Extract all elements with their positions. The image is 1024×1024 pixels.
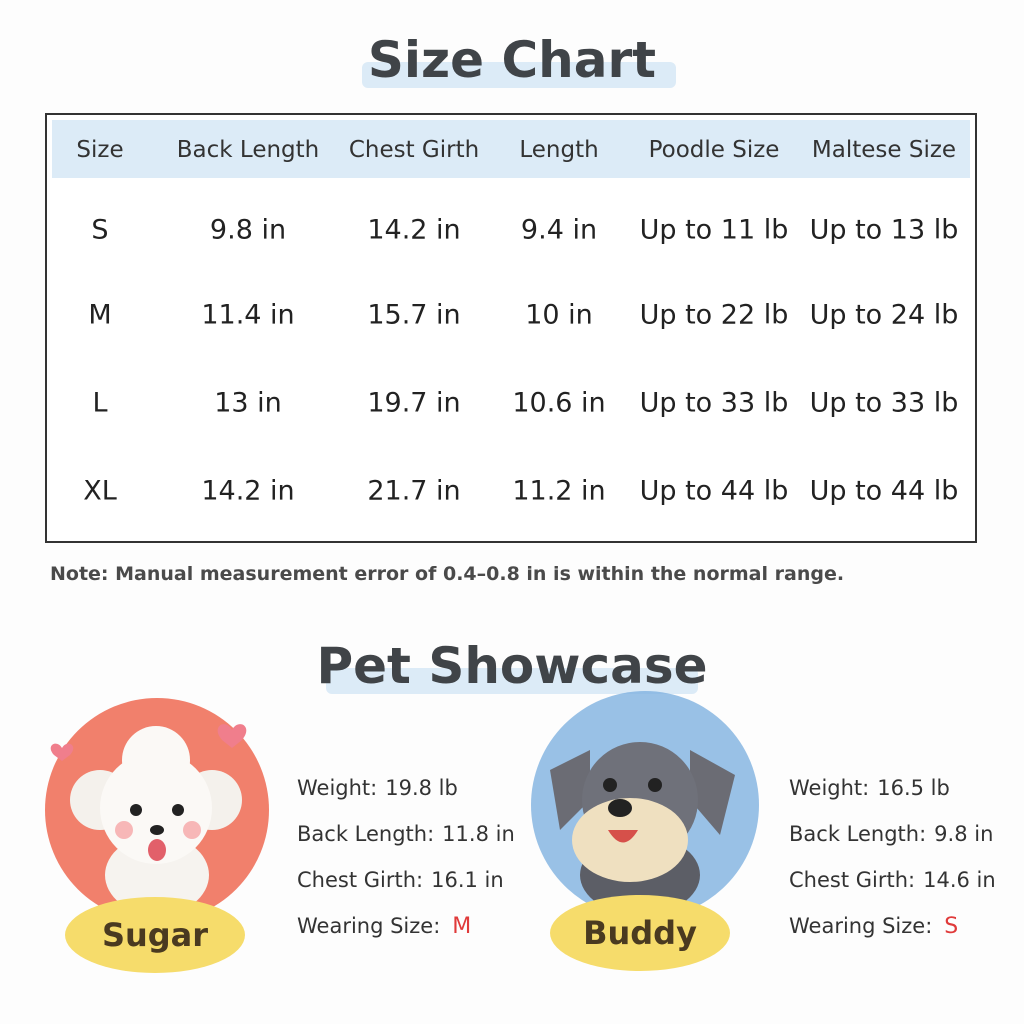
table-cell: M xyxy=(88,299,112,331)
table-cell: 11.2 in xyxy=(512,475,606,507)
table-cell: Up to 22 lb xyxy=(639,299,789,331)
pet-ear xyxy=(550,750,590,830)
pet-tongue xyxy=(148,839,166,861)
column-header: Length xyxy=(519,137,599,163)
title-highlight xyxy=(362,62,676,88)
table-cell: Up to 24 lb xyxy=(809,299,959,331)
table-cell: 10 in xyxy=(525,299,593,331)
table-header xyxy=(52,120,970,178)
table-cell: Up to 33 lb xyxy=(639,387,789,419)
name-badge xyxy=(550,895,730,971)
table-cell: Up to 44 lb xyxy=(639,475,789,507)
detail-row: Chest Girth: 16.1 in xyxy=(297,868,504,892)
pet-mouth xyxy=(608,830,638,843)
pet-name: Buddy xyxy=(583,914,697,952)
table-cell: Up to 13 lb xyxy=(809,214,959,246)
detail-label: Back Length: xyxy=(297,822,435,846)
detail-row: Wearing Size: S xyxy=(789,914,958,939)
heart xyxy=(50,743,74,761)
title-highlight xyxy=(326,668,698,694)
detail-label: Weight: xyxy=(297,776,378,800)
table-cell: 9.4 in xyxy=(520,214,598,246)
table-cell: 14.2 in xyxy=(201,475,295,507)
detail-label: Back Length: xyxy=(789,822,927,846)
wearing-size: S xyxy=(944,914,959,939)
pet-illustrations xyxy=(45,691,759,973)
pet-eye xyxy=(130,804,142,816)
column-header: Back Length xyxy=(176,137,320,163)
column-header: Size xyxy=(76,137,124,163)
pet-eye xyxy=(603,778,617,792)
detail-row: Weight: 16.5 lb xyxy=(789,776,950,800)
detail-label: Wearing Size: xyxy=(789,914,933,938)
pet-muzzle xyxy=(572,798,688,882)
table-cell: Up to 33 lb xyxy=(809,387,959,419)
detail-value: 11.8 in xyxy=(442,822,515,846)
pet-cheek xyxy=(115,821,133,839)
table-cell: Up to 44 lb xyxy=(809,475,959,507)
size-chart-title: Size Chart xyxy=(367,31,657,89)
detail-row: Chest Girth: 14.6 in xyxy=(789,868,996,892)
pet-eye xyxy=(172,804,184,816)
heart xyxy=(217,724,247,748)
table-cell: 19.7 in xyxy=(367,387,461,419)
name-badge xyxy=(65,897,245,973)
table-cell: 13 in xyxy=(214,387,282,419)
table-cell: 15.7 in xyxy=(367,299,461,331)
table-cell: 21.7 in xyxy=(367,475,461,507)
table-cell: L xyxy=(92,387,108,419)
table-cell: 11.4 in xyxy=(201,299,295,331)
detail-value: 19.8 lb xyxy=(385,776,458,800)
detail-value: 14.6 in xyxy=(923,868,996,892)
pet-name: Sugar xyxy=(101,916,209,954)
pet-nose xyxy=(150,825,164,835)
table-cell: 14.2 in xyxy=(367,214,461,246)
detail-value: 16.5 lb xyxy=(877,776,950,800)
table-cell: XL xyxy=(83,475,117,507)
detail-row: Wearing Size: M xyxy=(297,914,471,939)
detail-row: Back Length: 9.8 in xyxy=(789,822,993,846)
detail-label: Weight: xyxy=(789,776,870,800)
table-cell: Up to 11 lb xyxy=(639,214,789,246)
detail-row: Back Length: 11.8 in xyxy=(297,822,515,846)
detail-row: Weight: 19.8 lb xyxy=(297,776,458,800)
wearing-size: M xyxy=(452,914,472,939)
table-cell: 9.8 in xyxy=(209,214,287,246)
showcase-title: Pet Showcase xyxy=(316,637,708,695)
column-header: Maltese Size xyxy=(811,137,957,163)
pet-nose xyxy=(608,799,632,817)
note: Note: Manual measurement error of 0.4–0.… xyxy=(50,563,845,585)
column-header: Chest Girth xyxy=(348,137,480,163)
detail-label: Chest Girth: xyxy=(789,868,916,892)
detail-label: Chest Girth: xyxy=(297,868,424,892)
detail-value: 9.8 in xyxy=(934,822,994,846)
detail-label: Wearing Size: xyxy=(297,914,441,938)
pet-cheek xyxy=(183,821,201,839)
size-table xyxy=(45,113,977,543)
table-cell: S xyxy=(91,214,109,246)
pet-head xyxy=(122,726,190,794)
pet-eye xyxy=(648,778,662,792)
detail-value: 16.1 in xyxy=(431,868,504,892)
table-cell: 10.6 in xyxy=(512,387,606,419)
column-header: Poodle Size xyxy=(648,137,780,163)
pet-ear xyxy=(690,750,735,835)
